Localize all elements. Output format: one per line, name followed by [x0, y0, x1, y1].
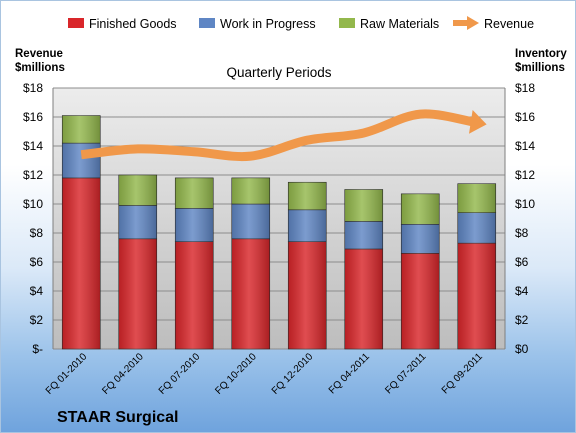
bar-shading — [118, 205, 157, 239]
left-y-tick-label: $12 — [23, 168, 43, 182]
bar-shading — [231, 238, 270, 349]
legend: Finished Goods Work in Progress Raw Mate… — [68, 16, 534, 31]
bar-shading — [401, 253, 440, 349]
legend-swatch-revenue — [453, 16, 479, 30]
revenue-line — [80, 109, 478, 162]
x-axis: FQ 01-2010 FQ 04-2010 FQ 07-2010 FQ 10-2010… — [44, 351, 485, 397]
left-y-tick-label: $4 — [30, 284, 44, 298]
left-y-tick-label: $6 — [30, 255, 44, 269]
x-tick-label: FQ 12-2010 — [270, 351, 316, 397]
bar-shading — [288, 182, 327, 210]
legend-swatch-finished-goods — [68, 18, 84, 28]
revenue-series — [80, 109, 487, 162]
right-y-tick-label: $0 — [515, 342, 529, 356]
bar-shading — [118, 238, 157, 349]
chart-title: Quarterly Periods — [226, 65, 331, 80]
bar-series — [61, 115, 497, 350]
legend-label-revenue: Revenue — [484, 17, 534, 31]
bar-shading — [288, 209, 327, 242]
legend-label-raw-materials: Raw Materials — [360, 17, 439, 31]
x-tick-label: FQ 01-2010 — [44, 351, 90, 397]
bar-shading — [457, 183, 496, 213]
right-y-axis: $0 $2 $4 $6 $8 $10 $12 $14 $16 $18 — [515, 81, 535, 356]
right-axis-title-line2: $millions — [515, 62, 565, 74]
bar-shading — [457, 212, 496, 244]
left-axis-title-line2: $millions — [15, 62, 65, 74]
bar-shading — [401, 193, 440, 225]
bar-shading — [344, 221, 383, 249]
legend-label-work-in-progress: Work in Progress — [220, 17, 316, 31]
right-y-tick-label: $10 — [515, 197, 535, 211]
legend-label-finished-goods: Finished Goods — [89, 17, 177, 31]
legend-swatch-work-in-progress — [199, 18, 215, 28]
right-y-tick-label: $8 — [515, 226, 529, 240]
left-axis-title-line1: Revenue — [15, 48, 63, 60]
left-y-tick-label: $- — [32, 342, 43, 356]
legend-swatch-raw-materials — [339, 18, 355, 28]
bar-shading — [175, 208, 214, 242]
bar-shading — [118, 175, 157, 206]
x-tick-label: FQ 04-2011 — [327, 351, 372, 396]
right-y-tick-label: $4 — [515, 284, 529, 298]
left-y-tick-label: $10 — [23, 197, 43, 211]
company-name: STAAR Surgical — [57, 409, 179, 426]
bar-shading — [401, 224, 440, 254]
left-y-tick-label: $16 — [23, 110, 43, 124]
right-y-tick-label: $12 — [515, 168, 535, 182]
left-y-tick-label: $14 — [23, 139, 43, 153]
bar-shading — [344, 248, 383, 349]
bar-shading — [344, 189, 383, 222]
bar-shading — [175, 177, 214, 209]
bar-shading — [288, 241, 327, 349]
right-y-tick-label: $14 — [515, 139, 535, 153]
bar-shading — [62, 177, 101, 349]
x-tick-label: FQ 10-2010 — [213, 351, 259, 397]
bar-shading — [62, 115, 101, 144]
bar-shading — [231, 177, 270, 204]
left-y-tick-label: $8 — [30, 226, 44, 240]
right-y-tick-label: $16 — [515, 110, 535, 124]
revenue-arrowhead — [468, 110, 487, 134]
right-y-tick-label: $6 — [515, 255, 529, 269]
left-y-tick-label: $2 — [30, 313, 44, 327]
x-tick-label: FQ 04-2010 — [100, 351, 146, 397]
bar-shading — [457, 243, 496, 349]
x-tick-label: FQ 07-2010 — [157, 351, 203, 397]
bar-shading — [62, 143, 101, 178]
x-tick-label: FQ 09-2011 — [440, 351, 485, 396]
x-tick-label: FQ 07-2011 — [383, 351, 428, 396]
left-y-tick-label: $18 — [23, 81, 43, 95]
right-axis-title-line1: Inventory — [515, 48, 567, 60]
left-y-axis: $- $2 $4 $6 $8 $10 $12 $14 $16 $18 — [23, 81, 43, 356]
right-y-tick-label: $18 — [515, 81, 535, 95]
bar-shading — [231, 204, 270, 239]
right-y-tick-label: $2 — [515, 313, 529, 327]
bar-shading — [175, 241, 214, 349]
